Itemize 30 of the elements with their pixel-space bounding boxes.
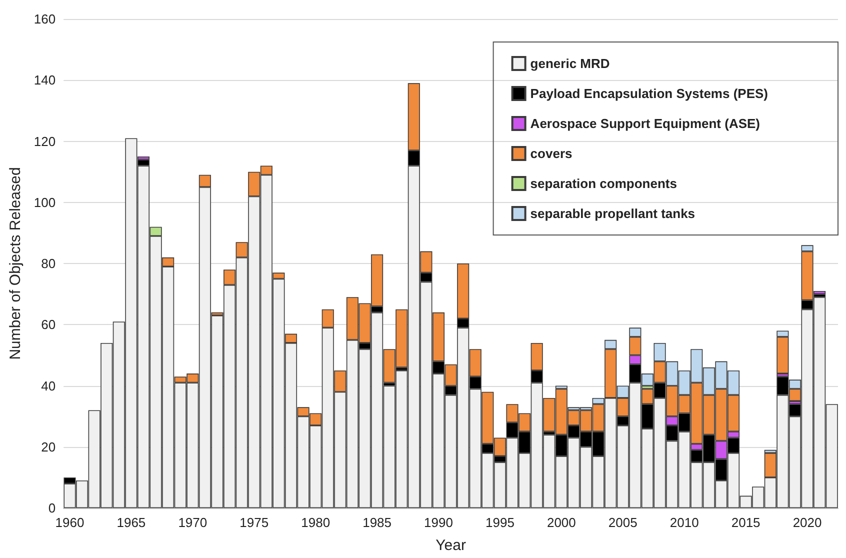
x-tick-label: 1965 <box>116 515 146 530</box>
legend-label: separable propellant tanks <box>530 206 696 221</box>
y-tick-label: 60 <box>41 317 56 332</box>
y-axis-title: Number of Objects Released <box>7 167 24 360</box>
y-tick-label: 20 <box>41 439 56 454</box>
legend-label: Payload Encapsulation Systems (PES) <box>530 86 768 101</box>
x-tick-label: 1970 <box>178 515 208 530</box>
y-tick-label: 120 <box>34 134 56 149</box>
x-tick-label: 2015 <box>731 515 760 530</box>
x-tick-label: 1995 <box>486 515 514 530</box>
y-tick-label: 0 <box>48 500 56 516</box>
x-tick-label: 1960 <box>55 515 84 530</box>
legend-label: Aerospace Support Equipment (ASE) <box>530 116 760 131</box>
x-tick-label: 2000 <box>546 515 576 530</box>
x-tick-label: 1975 <box>240 515 269 530</box>
x-tick-label: 1985 <box>362 515 392 530</box>
x-axis-title: Year <box>436 537 466 554</box>
legend-label: generic MRD <box>530 56 610 71</box>
x-tick-label: 2005 <box>608 515 638 530</box>
x-tick-label: 1980 <box>301 515 330 530</box>
x-tick-label: 1990 <box>424 515 453 530</box>
x-tick-label: 2020 <box>792 515 822 530</box>
y-tick-label: 140 <box>34 72 56 88</box>
y-tick-label: 40 <box>41 378 56 394</box>
legend-label: separation components <box>530 176 677 191</box>
y-tick-label: 80 <box>41 256 56 271</box>
y-tick-label: 160 <box>34 12 56 26</box>
legend-label: covers <box>530 146 572 161</box>
x-tick-label: 2010 <box>670 515 699 530</box>
y-tick-label: 100 <box>34 194 56 210</box>
